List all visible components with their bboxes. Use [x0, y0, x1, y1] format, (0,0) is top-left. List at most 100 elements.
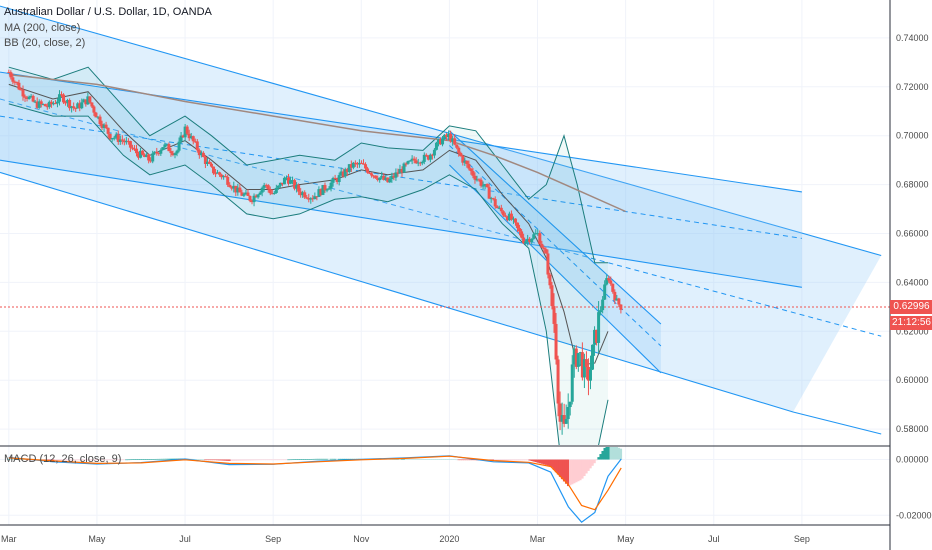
macd-histogram-bar	[410, 458, 414, 460]
macd-histogram-bar	[518, 459, 521, 461]
macd-histogram-bar	[496, 459, 499, 461]
candle-body	[321, 185, 325, 195]
price-tick-label: 0.72000	[896, 82, 929, 92]
candle-body	[212, 166, 216, 174]
candle-body	[611, 283, 615, 292]
macd-histogram-bar	[317, 458, 321, 460]
macd-histogram-bar	[169, 458, 173, 460]
macd-histogram-bar	[611, 447, 614, 460]
macd-histogram-bar	[192, 458, 195, 460]
candle-body	[169, 151, 173, 154]
candle-body	[617, 298, 621, 305]
candle-body	[416, 162, 420, 164]
macd-histogram-bar	[238, 459, 242, 461]
candle-body	[420, 161, 424, 164]
macd-histogram-bar	[167, 458, 171, 460]
macd-histogram-bar	[327, 458, 331, 460]
channel-lower-line	[0, 159, 802, 288]
candle-body	[578, 352, 582, 354]
candle-body	[193, 141, 197, 143]
candle-body	[189, 136, 193, 139]
macd-histogram-bar	[520, 459, 523, 461]
candle-body	[388, 179, 392, 183]
macd-histogram-bar	[510, 459, 513, 461]
candle-body	[402, 163, 406, 173]
macd-histogram-bar	[425, 459, 428, 460]
candle-body	[226, 176, 230, 185]
candle-body	[471, 171, 475, 176]
macd-histogram-bar	[66, 459, 69, 461]
candle-body	[197, 150, 201, 156]
candle-body	[392, 175, 396, 178]
candle-body	[45, 106, 49, 108]
macd-histogram-bar	[224, 459, 227, 461]
macd-histogram-bar	[556, 459, 560, 475]
macd-legend[interactable]: MACD (12, 26, close, 9)	[4, 453, 122, 465]
candle-body	[574, 348, 578, 367]
macd-histogram-bar	[581, 459, 584, 479]
ma-legend[interactable]: MA (200, close)	[4, 22, 81, 34]
macd-histogram-bar	[56, 459, 59, 461]
macd-histogram-bar	[283, 459, 286, 461]
candle-body	[513, 218, 517, 223]
candle-body	[175, 150, 179, 154]
time-tick-label: Mar	[530, 534, 546, 544]
candle-body	[284, 177, 288, 179]
candle-body	[447, 133, 451, 138]
time-tick-label: Jul	[708, 534, 720, 544]
candle-body	[262, 185, 266, 188]
candle-body	[21, 89, 25, 97]
bb-legend[interactable]: BB (20, close, 2)	[4, 37, 86, 49]
macd-histogram-bar	[76, 459, 79, 461]
candle-body	[414, 160, 418, 164]
macd-histogram-bar	[145, 459, 148, 460]
macd-histogram-bar	[461, 459, 464, 461]
candle-body	[181, 135, 185, 138]
candle-body	[372, 175, 376, 177]
candle-body	[479, 179, 483, 186]
candle-body	[493, 199, 497, 207]
time-tick-label: Sep	[265, 534, 281, 544]
macd-histogram-bar	[275, 459, 278, 461]
candle-body	[248, 195, 252, 201]
candle-body	[331, 177, 335, 183]
candle-body	[582, 359, 586, 378]
macd-histogram-bar	[552, 459, 556, 470]
candle-body	[289, 180, 293, 184]
macd-histogram-bar	[58, 459, 61, 461]
candle-body	[297, 185, 301, 192]
channel-lower-line	[449, 164, 662, 374]
candle-body	[102, 124, 106, 128]
candle-body	[361, 163, 365, 165]
candle-body	[96, 116, 100, 118]
macd-histogram-bar	[414, 458, 418, 460]
candle-body	[234, 185, 238, 193]
macd-histogram-bar	[84, 459, 88, 461]
candle-body	[538, 233, 542, 244]
macd-histogram-bar	[297, 459, 300, 460]
candle-body	[339, 171, 343, 176]
macd-histogram-bar	[15, 459, 19, 460]
candle-body	[398, 169, 402, 174]
candle-body	[157, 153, 161, 155]
candle-body	[53, 103, 57, 105]
candle-body	[469, 168, 473, 172]
candle-body	[195, 141, 199, 151]
candle-body	[295, 185, 299, 189]
candle-body	[481, 185, 485, 187]
macd-histogram-bar	[445, 459, 448, 460]
macd-histogram-bar	[244, 459, 248, 461]
macd-histogram-bar	[121, 459, 124, 461]
candle-body	[511, 218, 515, 220]
candle-body	[124, 140, 128, 143]
macd-histogram-bar	[558, 459, 562, 477]
candle-body	[386, 177, 390, 183]
candle-body	[120, 139, 124, 141]
candle-body	[254, 195, 258, 198]
candle-body	[134, 148, 138, 154]
candle-body	[349, 164, 353, 168]
candle-body	[278, 182, 282, 186]
candle-body	[613, 291, 617, 301]
candle-body	[501, 211, 505, 216]
